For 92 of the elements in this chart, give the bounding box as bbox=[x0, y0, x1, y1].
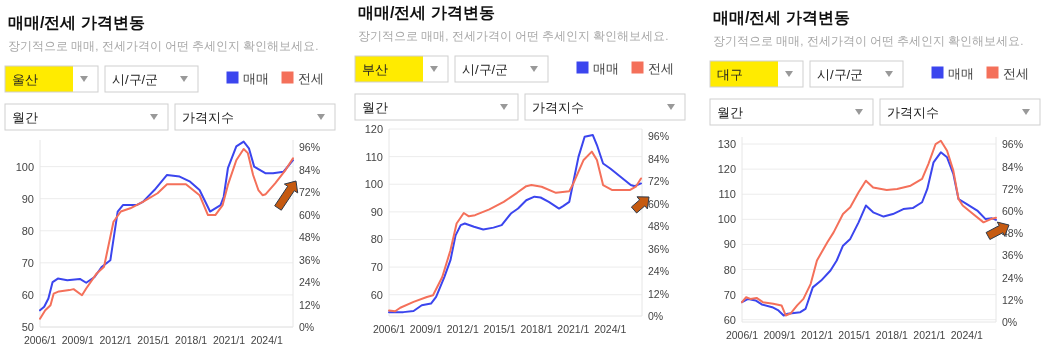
chart-subtitle: 장기적으로 매매, 전세가격이 어떤 추세인지 확인해보세요. bbox=[358, 30, 669, 42]
y2-tick-label: 36% bbox=[299, 253, 321, 266]
legend-label: 매매 bbox=[593, 60, 619, 76]
x-tick-label: 2021/1 bbox=[212, 334, 246, 346]
y-tick-label: 100 bbox=[15, 160, 34, 173]
y2-tick-label: 0% bbox=[1002, 316, 1018, 328]
legend-label: 매매 bbox=[948, 65, 974, 81]
y2-tick-label: 60% bbox=[1002, 205, 1024, 217]
x-tick-label: 2021/1 bbox=[557, 323, 590, 335]
x-tick-label: 2012/1 bbox=[446, 323, 479, 335]
y2-tick-label: 48% bbox=[299, 231, 321, 244]
x-tick-label: 2018/1 bbox=[875, 329, 909, 341]
y-tick-label: 60 bbox=[370, 288, 383, 301]
y2-tick-label: 84% bbox=[1002, 160, 1024, 173]
chart-title: 매매/전세 가격변동 bbox=[358, 4, 495, 21]
x-tick-label: 2018/1 bbox=[175, 334, 208, 346]
x-tick-label: 2006/1 bbox=[372, 323, 406, 335]
y2-tick-label: 12% bbox=[648, 287, 670, 300]
y2-tick-label: 60% bbox=[299, 208, 321, 221]
y-tick-label: 100 bbox=[717, 213, 736, 226]
y-tick-label: 50 bbox=[21, 321, 34, 333]
y2-tick-label: 60% bbox=[648, 197, 670, 210]
text: 울산 bbox=[12, 72, 38, 87]
text: 부산 bbox=[362, 62, 388, 77]
y2-tick-label: 84% bbox=[648, 152, 670, 165]
x-tick-label: 2024/1 bbox=[594, 323, 627, 335]
y-tick-label: 60 bbox=[21, 288, 34, 301]
y2-tick-label: 24% bbox=[1002, 271, 1024, 284]
x-tick-label: 2006/1 bbox=[23, 334, 57, 346]
legend-label: 전세 bbox=[298, 70, 324, 86]
y2-tick-label: 0% bbox=[299, 321, 315, 333]
x-tick-label: 2024/1 bbox=[950, 329, 984, 341]
text: 월간 bbox=[717, 105, 743, 120]
y2-tick-label: 12% bbox=[299, 298, 321, 311]
y2-tick-label: 72% bbox=[648, 175, 670, 188]
text: 시/구/군 bbox=[112, 72, 159, 87]
text: 가격지수 bbox=[182, 110, 234, 125]
y-tick-label: 90 bbox=[723, 238, 736, 251]
text: 월간 bbox=[12, 110, 38, 125]
y2-tick-label: 0% bbox=[648, 310, 664, 322]
legend-label: 매매 bbox=[243, 70, 269, 86]
x-tick-label: 2015/1 bbox=[838, 329, 871, 341]
y2-tick-label: 96% bbox=[1002, 138, 1024, 151]
y2-tick-label: 36% bbox=[1002, 249, 1024, 262]
x-tick-label: 2021/1 bbox=[913, 329, 946, 341]
text: 시/구/군 bbox=[462, 62, 509, 77]
x-tick-label: 2009/1 bbox=[61, 334, 95, 346]
chart-subtitle: 장기적으로 매매, 전세가격이 어떤 추세인지 확인해보세요. bbox=[8, 40, 319, 52]
text: 시/구/군 bbox=[817, 67, 864, 82]
y2-tick-label: 48% bbox=[648, 220, 670, 233]
y-tick-label: 70 bbox=[370, 261, 383, 274]
y2-tick-label: 72% bbox=[1002, 182, 1024, 195]
y-tick-label: 80 bbox=[723, 263, 736, 276]
x-tick-label: 2015/1 bbox=[137, 334, 170, 346]
y-tick-label: 120 bbox=[717, 163, 736, 176]
y-tick-label: 80 bbox=[370, 233, 383, 246]
y-tick-label: 90 bbox=[21, 192, 34, 205]
y2-tick-label: 84% bbox=[299, 163, 321, 176]
x-tick-label: 2018/1 bbox=[520, 323, 553, 335]
y-tick-label: 90 bbox=[370, 205, 383, 218]
y2-tick-label: 24% bbox=[648, 265, 670, 278]
y2-tick-label: 96% bbox=[648, 130, 670, 143]
x-tick-label: 2012/1 bbox=[800, 329, 834, 341]
y-tick-label: 120 bbox=[364, 123, 383, 135]
chart-title: 매매/전세 가격변동 bbox=[713, 9, 850, 26]
legend-label: 전세 bbox=[648, 60, 674, 76]
text: 대구 bbox=[717, 67, 743, 82]
y2-tick-label: 24% bbox=[299, 276, 321, 289]
chart-title: 매매/전세 가격변동 bbox=[8, 14, 145, 31]
text: 가격지수 bbox=[532, 100, 584, 115]
y-tick-label: 70 bbox=[723, 288, 736, 301]
y-tick-label: 100 bbox=[364, 178, 383, 191]
y-tick-label: 110 bbox=[718, 188, 736, 201]
y2-tick-label: 12% bbox=[1002, 293, 1024, 306]
x-tick-label: 2006/1 bbox=[725, 329, 759, 341]
x-tick-label: 2024/1 bbox=[250, 334, 283, 346]
y-tick-label: 110 bbox=[365, 150, 383, 163]
x-tick-label: 2009/1 bbox=[409, 323, 443, 335]
legend-label: 전세 bbox=[1003, 65, 1029, 81]
x-tick-label: 2009/1 bbox=[763, 329, 796, 341]
text: 월간 bbox=[362, 100, 388, 115]
y-tick-label: 60 bbox=[723, 313, 736, 326]
y-tick-label: 130 bbox=[717, 138, 736, 151]
x-tick-label: 2015/1 bbox=[483, 323, 516, 335]
y2-tick-label: 72% bbox=[299, 186, 321, 199]
chart-subtitle: 장기적으로 매매, 전세가격이 어떤 추세인지 확인해보세요. bbox=[713, 35, 1024, 47]
y2-tick-label: 36% bbox=[648, 242, 670, 255]
y2-tick-label: 96% bbox=[299, 141, 321, 154]
x-tick-label: 2012/1 bbox=[99, 334, 132, 346]
text: 가격지수 bbox=[887, 105, 939, 120]
y-tick-label: 80 bbox=[21, 224, 34, 237]
y-tick-label: 70 bbox=[21, 256, 34, 269]
